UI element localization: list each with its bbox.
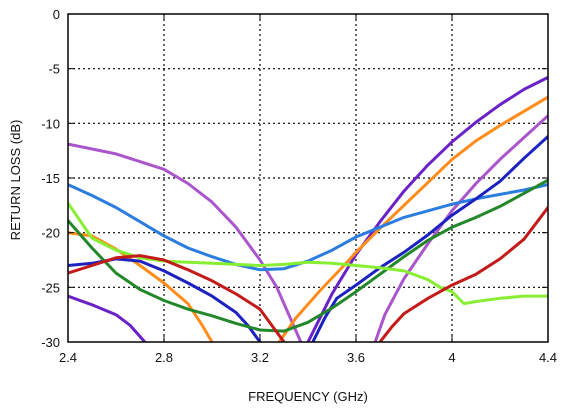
series-line-13 [378, 206, 548, 342]
series-line-2 [373, 114, 548, 342]
y-tick-label: -15 [41, 171, 60, 186]
tick-labels: 2.4 2.8 3.2 3.6 4 4.4 0 -5 -10 -15 -20 -25 -30 [41, 7, 557, 365]
y-tick-label: -10 [41, 116, 60, 131]
tick-marks [67, 13, 549, 343]
x-tick-label: 4 [448, 350, 455, 365]
y-tick-label: -5 [48, 62, 60, 77]
y-tick-label: 0 [53, 7, 60, 22]
series-line-4 [306, 75, 548, 342]
series-line-12 [68, 254, 286, 342]
x-tick-label: 3.6 [347, 350, 365, 365]
y-tick-label: -30 [41, 335, 60, 350]
series-line-1 [68, 142, 303, 342]
x-tick-label: 4.4 [539, 350, 557, 365]
x-tick-label: 2.8 [155, 350, 173, 365]
series-line-3 [68, 294, 147, 342]
x-axis-label: FREQUENCY (GHz) [248, 389, 368, 404]
y-tick-label: -20 [41, 226, 60, 241]
x-tick-label: 3.2 [251, 350, 269, 365]
series-line-5 [68, 231, 214, 342]
series-line-10 [68, 178, 548, 333]
y-axis-label: RETURN LOSS (dB) [8, 120, 23, 241]
series-group [68, 75, 548, 342]
series-line-6 [277, 95, 548, 342]
y-tick-label: -25 [41, 280, 60, 295]
grid-lines [68, 14, 548, 342]
x-tick-label: 2.4 [59, 350, 77, 365]
series-line-9 [311, 135, 548, 342]
